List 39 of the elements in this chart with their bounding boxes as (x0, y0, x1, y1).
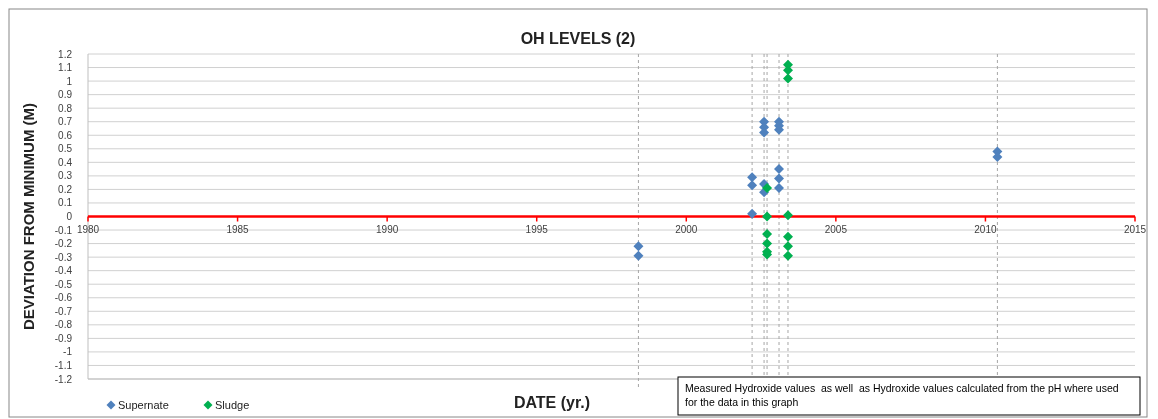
y-axis-title: DEVIATION FROM MINIMUM (M) (20, 102, 37, 331)
x-tick-label: 1985 (226, 223, 250, 235)
y-tick-label: -0.1 (54, 224, 73, 236)
legend-label: Sludge (215, 399, 250, 411)
y-tick-label: 0.8 (58, 102, 73, 114)
y-tick-label: -0.3 (54, 251, 73, 263)
y-tick-label: 0.7 (58, 116, 73, 128)
y-tick-label: 1 (66, 75, 73, 87)
y-tick-label: -0.2 (54, 238, 73, 250)
y-tick-label: -1 (63, 346, 73, 358)
y-tick-label: 0.3 (58, 170, 73, 182)
y-tick-label: 0.6 (58, 129, 73, 141)
x-tick-label: 2015 (1123, 223, 1147, 235)
y-tick-label: 0.9 (58, 89, 73, 101)
y-tick-label: -0.5 (54, 278, 73, 290)
text: Measured Hydroxide values as well as Hydroxide values calculated from the pH where used for the data in this graph (685, 382, 1119, 408)
x-axis-title: DATE (yr.) (513, 394, 591, 411)
chart-title: OH LEVELS (2) (520, 30, 636, 47)
x-tick-label: 1980 (76, 223, 100, 235)
y-tick-label: 0.5 (58, 143, 73, 155)
y-tick-label: 0.2 (58, 183, 73, 195)
y-tick-label: 0.4 (58, 156, 73, 168)
x-tick-label: 2010 (974, 223, 997, 235)
x-tick-label: 1990 (376, 223, 399, 235)
x-tick-label: 1995 (525, 223, 549, 235)
y-tick-label: 1.2 (58, 48, 73, 60)
y-tick-label: -0.4 (54, 265, 73, 277)
y-tick-label: -1.2 (54, 373, 73, 385)
y-tick-label: 0.1 (58, 197, 73, 209)
y-tick-label: -1.1 (54, 359, 73, 371)
y-tick-label: -0.6 (54, 292, 73, 304)
y-tick-label: 0 (66, 211, 73, 222)
y-tick-label: -0.8 (54, 319, 73, 331)
x-tick-label: 2005 (824, 223, 848, 235)
legend-label: Supernate (118, 399, 169, 411)
y-tick-label: -0.7 (54, 305, 73, 317)
y-tick-label: 1.1 (58, 62, 73, 74)
y-tick-label: -0.9 (54, 332, 73, 344)
x-tick-label: 2000 (675, 223, 698, 235)
